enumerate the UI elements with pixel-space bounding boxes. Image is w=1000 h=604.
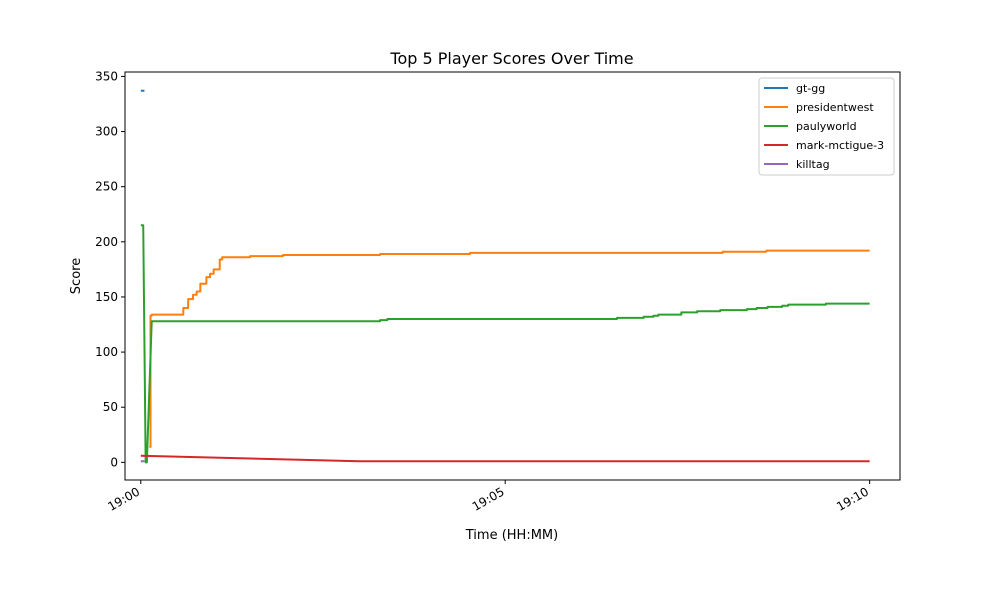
y-tick-label: 200 <box>95 235 118 249</box>
legend: gt-gg presidentwest paulyworld mark-mctigue… <box>758 77 895 176</box>
y-tick-label: 150 <box>95 290 118 304</box>
chart-title: Top 5 Player Scores Over Time <box>389 49 633 68</box>
y-tick-label: 300 <box>95 125 118 139</box>
legend-label: gt-gg <box>796 82 825 95</box>
legend-label: presidentwest <box>796 101 874 114</box>
x-axis: 19:00 19:05 19:10 <box>105 480 871 514</box>
y-tick-label: 50 <box>103 400 118 414</box>
axes-frame <box>124 71 901 481</box>
legend-box <box>758 77 895 176</box>
legend-label: paulyworld <box>796 120 857 133</box>
series-line-mark-mctigue-3 <box>140 454 870 463</box>
x-tick-label: 19:05 <box>470 484 507 513</box>
y-axis-label: Score <box>69 258 84 294</box>
y-tick-label: 350 <box>95 69 118 83</box>
x-tick-label: 19:00 <box>105 484 142 513</box>
y-axis: 0 50 100 150 200 250 300 350 <box>95 69 125 469</box>
series-line-presidentwest <box>149 249 870 448</box>
series-line-paulyworld <box>140 224 870 464</box>
y-tick-label: 250 <box>95 180 118 194</box>
legend-label: killtag <box>796 158 830 171</box>
x-axis-label: Time (HH:MM) <box>465 528 558 543</box>
y-tick-label: 0 <box>110 455 118 469</box>
legend-label: mark-mctigue-3 <box>796 139 884 152</box>
x-tick-label: 19:10 <box>834 484 871 513</box>
plot-area <box>140 89 870 464</box>
y-tick-label: 100 <box>95 345 118 359</box>
